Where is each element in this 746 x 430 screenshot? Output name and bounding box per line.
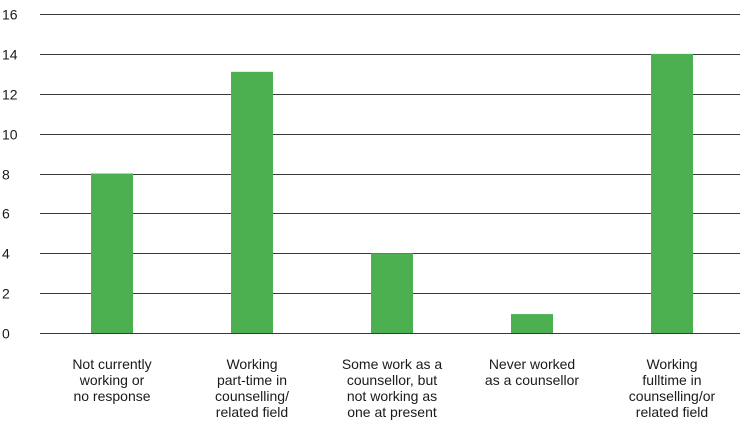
y-tick-label: 10 xyxy=(2,127,18,143)
y-tick-label: 14 xyxy=(2,47,18,63)
category-label-line: related field xyxy=(216,404,288,420)
category-label-line: as a counsellor xyxy=(485,372,580,388)
y-tick-label: 12 xyxy=(2,87,18,103)
category-label-line: counselling/ xyxy=(215,388,289,404)
category-label-2: Some work as a counsellor, but not working… xyxy=(342,356,443,420)
category-label-line: Never worked xyxy=(489,356,575,372)
category-label-line: related field xyxy=(636,404,708,420)
y-axis-tick-labels: 0 2 4 6 8 10 12 14 16 xyxy=(2,7,18,342)
category-label-line: Working xyxy=(646,356,697,372)
y-tick-label: 2 xyxy=(2,286,10,302)
y-tick-label: 4 xyxy=(2,246,10,262)
category-label-line: counselling/or xyxy=(629,388,716,404)
y-tick-label: 6 xyxy=(2,206,10,222)
category-label-3: Never worked as a counsellor xyxy=(485,356,580,388)
category-label-line: Working xyxy=(226,356,277,372)
bar-3 xyxy=(511,314,553,333)
category-label-line: one at present xyxy=(347,404,437,420)
category-label-4: Working fulltime in counselling/or related … xyxy=(629,356,716,420)
category-label-line: working or xyxy=(79,372,145,388)
bar-1 xyxy=(231,71,273,333)
gridlines xyxy=(40,14,740,334)
bar-0 xyxy=(91,173,133,333)
y-tick-label: 8 xyxy=(2,167,10,183)
category-label-line: no response xyxy=(73,388,150,404)
bars xyxy=(91,53,693,333)
y-tick-label: 0 xyxy=(2,326,10,342)
category-label-line: counsellor, but xyxy=(347,372,437,388)
category-label-line: fulltime in xyxy=(642,372,701,388)
category-label-1: Working part-time in counselling/related f… xyxy=(215,356,289,420)
category-label-line: Not currently xyxy=(72,356,151,372)
category-label-line: not working as xyxy=(347,388,437,404)
category-label-line: part-time in xyxy=(217,372,287,388)
category-label-0: Not currently working or no response xyxy=(72,356,151,404)
x-axis-category-labels: Not currently working or no response Workin… xyxy=(72,356,715,420)
category-label-line: Some work as a xyxy=(342,356,443,372)
y-tick-label: 16 xyxy=(2,7,18,23)
bar-4 xyxy=(651,53,693,333)
bar-2 xyxy=(371,253,413,333)
